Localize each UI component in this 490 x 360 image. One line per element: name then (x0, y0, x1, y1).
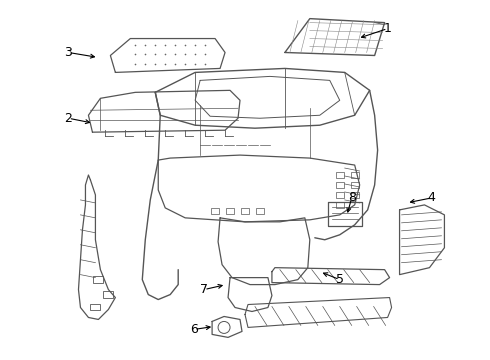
Text: 1: 1 (384, 22, 392, 35)
Text: 7: 7 (200, 283, 208, 296)
Bar (336, 202, 343, 208)
Text: 6: 6 (190, 323, 198, 336)
Bar (241, 208, 249, 214)
Bar (256, 208, 264, 214)
Bar (226, 208, 234, 214)
Text: 3: 3 (65, 46, 73, 59)
Bar (336, 172, 343, 178)
Bar (336, 192, 343, 198)
Text: 4: 4 (428, 192, 436, 204)
Text: 5: 5 (336, 273, 343, 286)
Bar (211, 208, 219, 214)
Bar (351, 182, 359, 188)
Bar (351, 172, 359, 178)
Text: 8: 8 (348, 192, 356, 204)
Bar (336, 182, 343, 188)
Bar (351, 192, 359, 198)
Bar (103, 291, 113, 298)
Text: 2: 2 (65, 112, 73, 125)
Bar (94, 276, 103, 283)
Bar (91, 303, 100, 310)
